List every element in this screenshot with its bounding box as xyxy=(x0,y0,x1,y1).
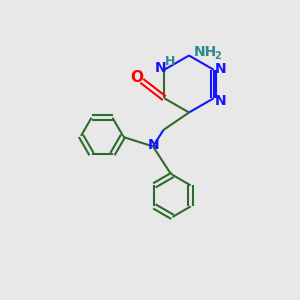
Text: N: N xyxy=(155,61,167,75)
Text: O: O xyxy=(130,70,143,85)
Text: 2: 2 xyxy=(214,51,221,61)
Text: N: N xyxy=(148,138,160,152)
Text: N: N xyxy=(214,62,226,76)
Text: N: N xyxy=(214,94,226,108)
Text: NH: NH xyxy=(194,46,217,59)
Text: H: H xyxy=(164,55,175,68)
